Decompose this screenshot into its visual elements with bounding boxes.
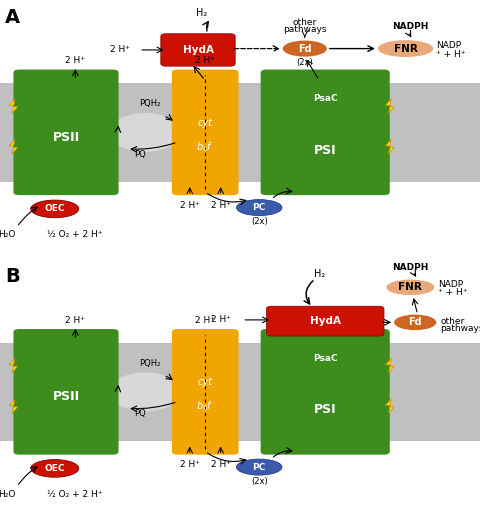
Ellipse shape [283, 40, 327, 57]
FancyBboxPatch shape [172, 329, 239, 455]
Text: PC: PC [252, 462, 266, 472]
Text: HydA: HydA [182, 45, 214, 55]
Text: H₂: H₂ [196, 8, 207, 18]
Text: H₂O: H₂O [0, 490, 16, 499]
Text: H₂: H₂ [314, 269, 325, 279]
Polygon shape [9, 399, 18, 413]
Text: B: B [5, 267, 20, 286]
FancyBboxPatch shape [261, 70, 390, 195]
Polygon shape [385, 359, 394, 373]
Text: 2 H⁺: 2 H⁺ [211, 460, 231, 469]
Text: 2 H⁺: 2 H⁺ [65, 57, 85, 65]
Text: OEC: OEC [45, 204, 65, 213]
FancyBboxPatch shape [261, 329, 390, 455]
Text: NADPH: NADPH [392, 263, 429, 272]
Text: ½ O₂ + 2 H⁺: ½ O₂ + 2 H⁺ [47, 230, 102, 239]
FancyBboxPatch shape [13, 329, 119, 455]
FancyBboxPatch shape [161, 34, 235, 66]
Text: pathways: pathways [283, 24, 326, 34]
Text: other: other [293, 18, 317, 28]
Text: 2 H⁺: 2 H⁺ [65, 316, 85, 325]
Text: (2x): (2x) [297, 58, 313, 66]
Text: $b_6f$: $b_6f$ [196, 399, 214, 413]
Polygon shape [9, 359, 18, 373]
Text: PSI: PSI [314, 144, 336, 157]
Text: Fd: Fd [408, 317, 422, 327]
Polygon shape [385, 399, 394, 413]
Ellipse shape [237, 459, 282, 475]
Text: PsaC: PsaC [313, 354, 337, 363]
Text: 2 H⁺: 2 H⁺ [195, 57, 215, 65]
Text: PQH₂: PQH₂ [139, 359, 161, 367]
Text: PSI: PSI [314, 403, 336, 416]
FancyBboxPatch shape [13, 70, 119, 195]
Polygon shape [385, 99, 394, 113]
Text: PQ: PQ [134, 409, 146, 418]
Polygon shape [385, 140, 394, 154]
Text: other: other [440, 317, 465, 325]
Text: PQ: PQ [134, 149, 146, 159]
Text: H₂O: H₂O [0, 230, 16, 239]
Text: cyt: cyt [198, 377, 213, 387]
Ellipse shape [31, 200, 79, 217]
Text: pathways: pathways [440, 323, 480, 333]
Ellipse shape [386, 280, 434, 295]
Text: 2 H⁺: 2 H⁺ [180, 460, 200, 469]
Text: (2x): (2x) [251, 477, 267, 486]
Text: 2 H⁺: 2 H⁺ [211, 316, 231, 324]
FancyBboxPatch shape [172, 70, 239, 195]
Text: $b_6f$: $b_6f$ [196, 140, 214, 154]
Text: FNR: FNR [398, 282, 422, 292]
Text: ⁺ + H⁺: ⁺ + H⁺ [438, 288, 468, 296]
Ellipse shape [31, 460, 79, 477]
Text: A: A [5, 8, 20, 27]
Circle shape [109, 113, 181, 152]
Text: (2x): (2x) [251, 217, 267, 226]
Polygon shape [9, 140, 18, 154]
Text: PsaC: PsaC [313, 94, 337, 103]
Text: Fd: Fd [298, 44, 312, 53]
Text: PC: PC [252, 203, 266, 212]
Bar [0, 343, 480, 441]
Text: 2 H⁺: 2 H⁺ [195, 316, 215, 325]
Circle shape [109, 373, 181, 411]
Text: NADP: NADP [438, 280, 463, 289]
Text: 2 H⁺: 2 H⁺ [180, 200, 200, 210]
Text: 2 H⁺: 2 H⁺ [110, 46, 130, 54]
Text: PQH₂: PQH₂ [139, 99, 161, 108]
Text: cyt: cyt [198, 118, 213, 128]
Ellipse shape [394, 315, 436, 330]
Ellipse shape [378, 40, 433, 57]
Ellipse shape [237, 200, 282, 216]
Text: FNR: FNR [394, 44, 418, 53]
Text: ⁺ + H⁺: ⁺ + H⁺ [436, 50, 465, 59]
Polygon shape [9, 99, 18, 113]
Text: HydA: HydA [310, 316, 341, 326]
Text: ½ O₂ + 2 H⁺: ½ O₂ + 2 H⁺ [47, 490, 102, 499]
Text: NADP: NADP [436, 41, 461, 50]
Bar [0, 83, 480, 182]
Text: NADPH: NADPH [392, 22, 429, 31]
FancyBboxPatch shape [266, 306, 384, 336]
Text: 2 H⁺: 2 H⁺ [211, 200, 231, 210]
Text: PSII: PSII [52, 390, 80, 403]
Text: PSII: PSII [52, 131, 80, 144]
Text: OEC: OEC [45, 464, 65, 473]
